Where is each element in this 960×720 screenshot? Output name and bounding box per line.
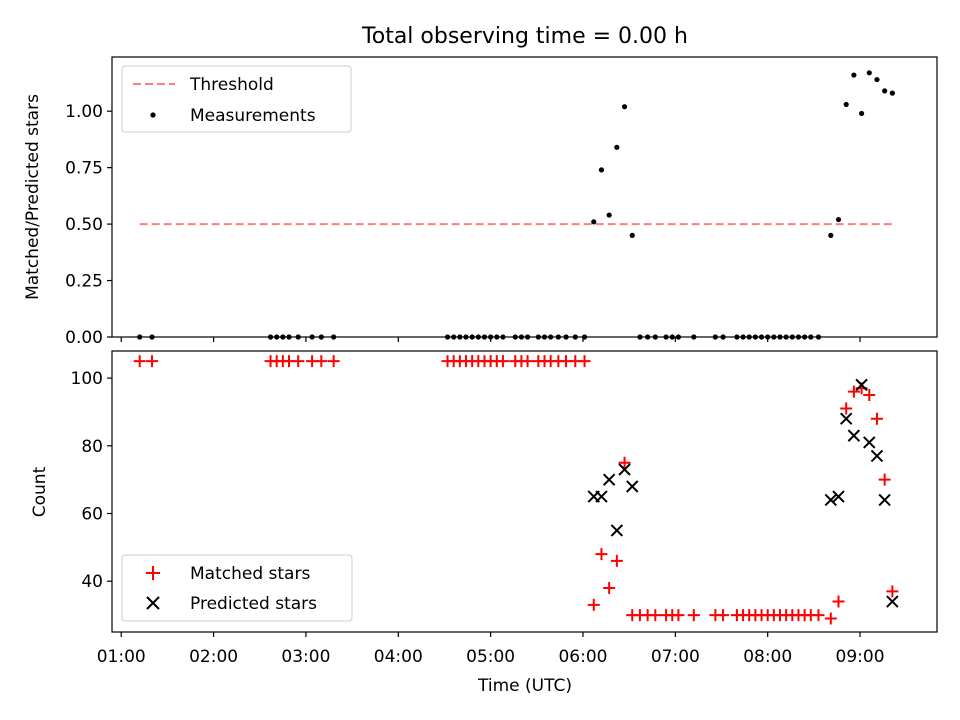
matched-stars-point: [886, 585, 899, 598]
x-tick-label: 02:00: [189, 647, 238, 667]
x-tick-label: 08:00: [743, 647, 792, 667]
matched-stars-point: [812, 609, 825, 622]
top-axes-frame: [111, 56, 938, 338]
predicted-stars-point: [839, 412, 853, 425]
measurement-point: [858, 110, 865, 117]
predicted-stars-point: [602, 473, 616, 486]
predicted-stars-legend-label: Predicted stars: [190, 594, 317, 614]
bottom-y-tick-label: 80: [81, 437, 103, 457]
bottom-y-tick-label: 100: [71, 369, 103, 389]
predicted-stars-point: [863, 436, 876, 449]
matched-stars-point: [649, 609, 662, 622]
top-y-axis-label: Matched/Predicted stars: [23, 94, 43, 300]
top-y-tick-label: 0.50: [65, 215, 103, 235]
bottom-axes-frame: [111, 350, 938, 633]
measurements-legend-swatch: [150, 112, 156, 118]
top-y-tick-label: 0.25: [65, 272, 103, 292]
matched-stars-point: [717, 609, 730, 622]
matched-stars-point: [618, 456, 631, 469]
predicted-stars-point: [618, 463, 631, 476]
x-tick-label: 03:00: [281, 647, 330, 667]
bottom-y-tick-label: 60: [81, 505, 103, 525]
measurement-point: [874, 76, 880, 83]
measurement-point: [621, 104, 628, 110]
matched-stars-point: [603, 581, 616, 594]
predicted-stars-point: [610, 524, 624, 537]
matched-stars-point: [672, 609, 685, 622]
top-y-axis: 0.00 0.25 0.50 0.75 1.00: [65, 102, 112, 348]
matched-stars-point: [587, 598, 600, 611]
measurement-point: [629, 232, 635, 238]
measurement-point: [828, 232, 834, 238]
bottom-y-axis-label: Count: [30, 466, 50, 517]
measurement-point: [598, 167, 605, 173]
bottom-plot: 40 60 80 100 01:00 02:00 03:00 04:00 05:00 06:00…: [30, 337, 938, 696]
matched-stars-point: [292, 355, 305, 368]
matched-stars-point: [870, 412, 883, 425]
predicted-stars-point: [847, 429, 861, 442]
top-legend: Threshold Measurements: [121, 65, 352, 133]
top-legend-box: [121, 65, 352, 133]
matched-stars-point: [824, 612, 837, 625]
matched-stars-point: [863, 389, 876, 402]
matched-stars-point: [878, 473, 891, 486]
top-y-tick-label: 1.00: [65, 102, 103, 122]
predicted-stars-point: [878, 493, 891, 507]
bottom-plot-marks: [133, 355, 899, 625]
matched-stars-point: [315, 355, 328, 368]
predicted-stars-point: [870, 449, 884, 463]
bottom-legend-box: [121, 554, 353, 622]
x-tick-label: 01:00: [97, 647, 146, 667]
measurement-point: [889, 90, 895, 96]
measurement-point: [882, 88, 888, 94]
x-tick-label: 06:00: [558, 647, 607, 667]
measurement-point: [851, 72, 857, 78]
predicted-stars-legend-swatch: [146, 596, 160, 610]
matched-stars-point: [595, 548, 608, 561]
matched-stars-point: [133, 355, 146, 368]
matched-stars-point: [687, 609, 700, 622]
x-tick-label: 07:00: [651, 647, 700, 667]
x-axis-label: Time (UTC): [477, 676, 572, 696]
predicted-stars-point: [855, 378, 868, 392]
measurement-point: [843, 101, 849, 108]
matched-stars-point: [840, 402, 853, 415]
x-tick-label: 05:00: [466, 647, 515, 667]
bottom-y-axis: 40 60 80 100: [71, 369, 112, 592]
matched-stars-point: [610, 554, 623, 567]
x-tick-label: 09:00: [836, 647, 885, 667]
top-plot: 0.00 0.25 0.50 0.75 1.00 Matched/Predicted s…: [23, 56, 938, 348]
matched-stars-point: [847, 385, 860, 398]
matched-stars-point: [832, 595, 845, 608]
time-x-axis: 01:00 02:00 03:00 04:00 05:00 06:00 07:00 08:00…: [97, 337, 885, 667]
measurement-point: [835, 216, 842, 223]
top-y-tick-label: 0.00: [65, 328, 103, 348]
top-y-tick-label: 0.75: [65, 159, 103, 179]
threshold-legend-label: Threshold: [189, 75, 274, 95]
x-tick-label: 04:00: [374, 647, 423, 667]
predicted-stars-point: [886, 595, 899, 608]
predicted-stars-point: [832, 490, 845, 503]
matched-stars-legend-label: Matched stars: [190, 564, 310, 584]
matched-stars-point: [578, 355, 591, 368]
predicted-stars-point: [595, 490, 608, 503]
measurement-point: [606, 212, 612, 218]
matched-stars-point: [146, 355, 159, 368]
measurements-legend-label: Measurements: [190, 106, 316, 126]
predicted-stars-point: [824, 493, 838, 507]
measurement-point: [614, 144, 620, 150]
measurement-point: [866, 70, 872, 76]
chart-title: Total observing time = 0.00 h: [361, 24, 688, 49]
bottom-legend: Matched stars Predicted stars: [121, 554, 353, 622]
predicted-stars-point: [626, 480, 639, 493]
matched-stars-point: [496, 355, 509, 368]
bottom-y-tick-label: 40: [81, 572, 103, 592]
matched-stars-legend-swatch: [146, 566, 160, 580]
measurement-point: [591, 219, 597, 225]
matched-stars-point: [327, 355, 340, 368]
matched-stars-point: [521, 355, 534, 368]
